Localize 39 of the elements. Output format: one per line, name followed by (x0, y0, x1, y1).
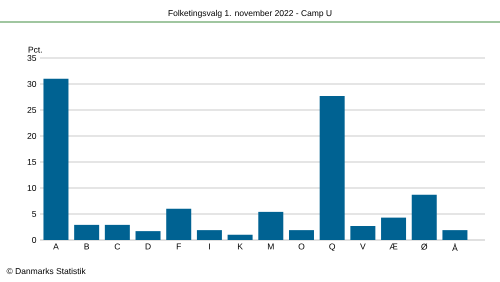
x-tick-label: K (238, 244, 243, 250)
x-tick-label: V (360, 244, 366, 250)
bar (74, 224, 100, 240)
x-tick-label: Æ (389, 244, 398, 250)
bar (196, 230, 222, 240)
y-tick-label: 15 (28, 159, 36, 165)
y-axis-title: Pct. (28, 46, 42, 53)
chart-title: Folketingsvalg 1. november 2022 - Camp U (168, 10, 332, 18)
bar (350, 226, 376, 240)
x-tick-label: Å (452, 244, 458, 251)
y-tick-label: 5 (32, 211, 36, 217)
x-tick-label: Q (329, 244, 336, 252)
y-tick-label: 10 (28, 185, 36, 191)
x-tick-label: M (268, 244, 274, 250)
x-tick-label: C (114, 244, 120, 250)
y-tick-label: 0 (32, 237, 36, 243)
y-tick-label: 20 (27, 133, 36, 139)
x-tick-label: D (146, 244, 151, 250)
bar (228, 234, 253, 240)
x-tick-label: I (209, 244, 210, 250)
x-tick-label: F (176, 244, 181, 250)
bar (136, 231, 161, 240)
bar (43, 78, 68, 240)
y-tick-label: 30 (27, 81, 36, 87)
x-tick-label: B (84, 244, 90, 250)
bar (288, 230, 314, 240)
bar (412, 194, 437, 240)
y-tick-label: 25 (27, 107, 36, 113)
x-tick-label: O (298, 244, 304, 250)
bar (166, 208, 192, 240)
x-tick-label: A (53, 244, 59, 250)
text: © Danmarks Statistik (6, 268, 86, 274)
y-tick-label: 35 (27, 55, 36, 61)
bar (381, 218, 406, 240)
bar (258, 212, 284, 240)
bar (104, 224, 130, 240)
bar (320, 96, 345, 240)
x-tick-label: Ø (421, 244, 428, 250)
bar (442, 230, 468, 240)
